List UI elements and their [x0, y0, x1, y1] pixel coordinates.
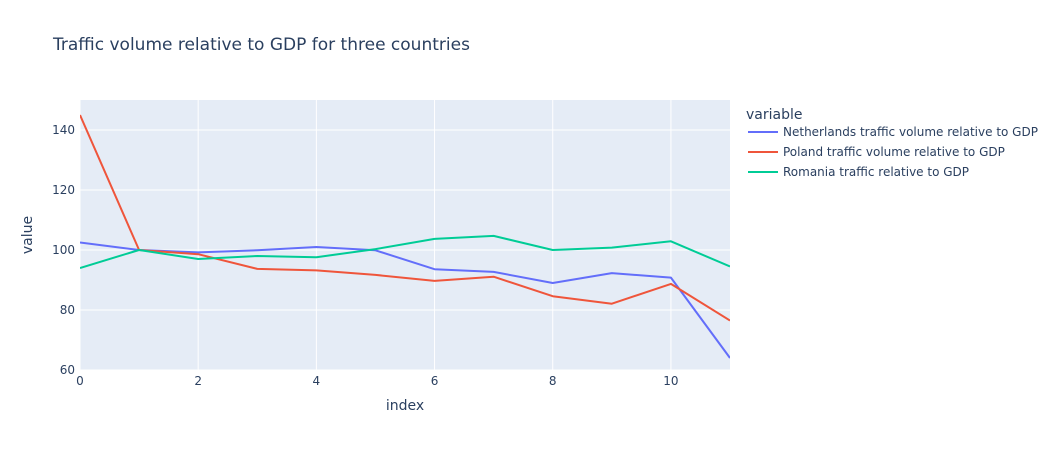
legend-title: variable	[746, 107, 802, 123]
grid	[79, 100, 730, 371]
series-lines	[80, 114, 730, 359]
series-line-1	[80, 114, 730, 322]
plot-area	[80, 100, 730, 370]
x-tick-label: 8	[549, 374, 557, 388]
chart-title: Traffic volume relative to GDP for three…	[52, 35, 470, 55]
series-line-0	[80, 241, 730, 359]
x-tick-label: 2	[194, 374, 202, 388]
y-axis-ticks: 60 80 100 120 140	[52, 123, 75, 377]
y-tick-label: 120	[52, 183, 75, 197]
x-tick-label: 0	[76, 374, 84, 388]
x-tick-label: 4	[313, 374, 321, 388]
x-tick-label: 6	[431, 374, 439, 388]
legend[interactable]: Netherlands traffic volume relative to G…	[748, 125, 1038, 179]
x-tick-label: 10	[663, 374, 678, 388]
y-tick-label: 80	[60, 303, 75, 317]
y-axis-title: value	[20, 216, 36, 254]
legend-label: Poland traffic volume relative to GDP	[783, 145, 1005, 159]
x-axis-title: index	[386, 398, 424, 414]
legend-item-0[interactable]: Netherlands traffic volume relative to G…	[748, 125, 1038, 139]
y-tick-label: 60	[60, 363, 75, 377]
y-tick-label: 100	[52, 243, 75, 257]
series-line-2	[80, 234, 730, 269]
legend-label: Romania traffic relative to GDP	[783, 165, 969, 179]
x-axis-ticks: 0 2 4 6 8 10	[76, 374, 678, 388]
legend-item-2[interactable]: Romania traffic relative to GDP	[748, 165, 969, 179]
legend-item-1[interactable]: Poland traffic volume relative to GDP	[748, 145, 1005, 159]
y-tick-label: 140	[52, 123, 75, 137]
legend-label: Netherlands traffic volume relative to G…	[783, 125, 1038, 139]
